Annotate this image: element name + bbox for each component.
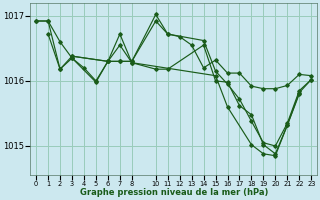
X-axis label: Graphe pression niveau de la mer (hPa): Graphe pression niveau de la mer (hPa) [79,188,268,197]
